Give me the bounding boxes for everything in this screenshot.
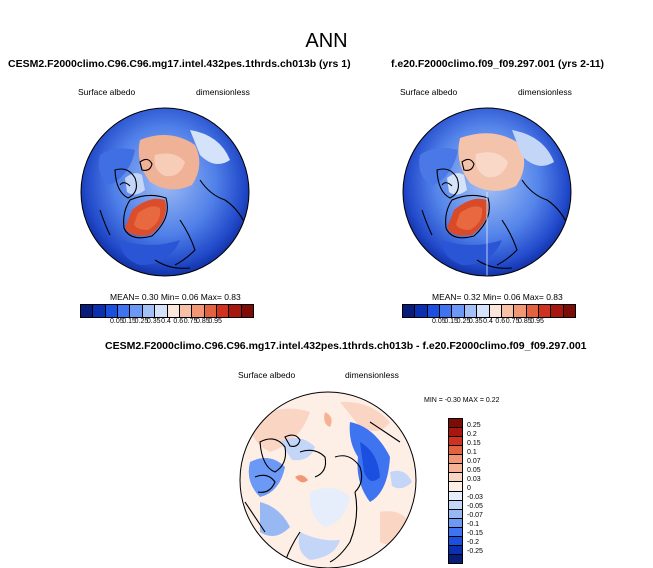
diff-colorbar-swatch [449, 499, 462, 509]
panel1-colorbar-tick-label: 0.15 [122, 318, 136, 325]
panel1-colorbar-swatch [215, 305, 229, 317]
diff-colorbar-swatch [449, 535, 462, 545]
panel1-stats: MEAN= 0.30 Min= 0.06 Max= 0.83 [110, 292, 241, 302]
diff-colorbar-swatch [449, 553, 462, 563]
diff-colorbar-tick-label: -0.03 [467, 494, 483, 501]
panel2-colorbar-swatch [525, 305, 538, 317]
diff-colorbar-swatch [449, 490, 462, 500]
panel1-colorbar-tick-label: 0.85 [196, 318, 210, 325]
panel2-units-label: dimensionless [518, 87, 572, 97]
panel2-colorbar-tick-label: 0.35 [468, 318, 483, 325]
figure-title: ANN [305, 30, 348, 52]
panel2-colorbar-tick-label: 0.25 [456, 318, 471, 325]
panel2-colorbar-swatch [513, 305, 526, 317]
panel1-colorbar-swatch [203, 305, 216, 317]
diff-colorbar-swatch [449, 419, 462, 428]
diff-colorbar-swatch [449, 544, 462, 554]
panel1-colorbar-swatch [228, 305, 241, 317]
panel1-colorbar-labels: 0.05 0.15 0.25 0.35 0.4 0.6 0.75 0.85 0.95 [80, 318, 252, 328]
panel2-colorbar-tick-label: 0.4 [483, 318, 493, 325]
panel2-colorbar-swatch [426, 305, 440, 317]
panel1-colorbar-tick-label: 0.95 [208, 318, 222, 325]
panel2-stats: MEAN= 0.32 Min= 0.06 Max= 0.83 [432, 292, 563, 302]
panel2-colorbar-tick-label: 0.95 [530, 318, 544, 325]
panel1-colorbar-swatch [81, 305, 93, 317]
panel1-colorbar [80, 304, 254, 318]
panel1-colorbar-swatch [117, 305, 130, 317]
panel2-colorbar-swatch [550, 305, 563, 317]
panel2-colorbar-tick-label: 0.15 [444, 318, 458, 325]
panel1-case-title: CESM2.F2000climo.C96.C96.mg17.intel.432p… [8, 58, 351, 70]
panel1-colorbar-swatch [104, 305, 118, 317]
panel2-colorbar-swatch [476, 305, 489, 317]
panel1-colorbar-swatch [154, 305, 167, 317]
diff-colorbar-swatch [449, 508, 462, 518]
panel2-colorbar-swatch [463, 305, 477, 317]
diff-colorbar-tick-label: 0.1 [467, 449, 477, 456]
diff-colorbar-swatch [449, 526, 462, 536]
panel2-colorbar-swatch [500, 305, 514, 317]
diff-colorbar [448, 418, 463, 564]
diff-colorbar-swatch [449, 463, 462, 473]
panel2-field-label: Surface albedo [400, 87, 458, 97]
diff-field-label: Surface albedo [238, 370, 296, 380]
panel1-colorbar-tick-label: 0.35 [146, 318, 161, 325]
panel2-colorbar-tick-label: 0.6 [495, 318, 506, 325]
panel2-colorbar-swatch [439, 305, 452, 317]
panel1-colorbar-swatch [191, 305, 204, 317]
panel1-units-label: dimensionless [196, 87, 250, 97]
panel1-colorbar-tick-label: 0.75 [183, 318, 198, 325]
diff-colorbar-swatch [449, 436, 462, 446]
panel1-colorbar-swatch [92, 305, 105, 317]
panel2-colorbar [402, 304, 576, 318]
diff-colorbar-tick-label: 0.2 [467, 431, 477, 438]
diff-colorbar-tick-label: -0.05 [467, 503, 483, 510]
panel2-colorbar-swatch [562, 305, 576, 317]
panel1-colorbar-swatch [129, 305, 142, 317]
panel1-colorbar-tick-label: 0.25 [134, 318, 149, 325]
diff-colorbar-labels: 0.25 0.2 0.15 0.1 0.07 0.05 0.03 0 -0.03 -0.05 -0.… [467, 418, 507, 562]
panel2-colorbar-swatch [451, 305, 464, 317]
panel1-colorbar-tick-label: 0.4 [161, 318, 171, 325]
diff-colorbar-tick-label: 0.25 [467, 422, 481, 429]
panel1-polar-map [80, 107, 250, 277]
panel2-colorbar-labels: 0.05 0.15 0.25 0.35 0.4 0.6 0.75 0.85 0.95 [402, 318, 574, 328]
diff-case-title: CESM2.F2000climo.C96.C96.mg17.intel.432p… [105, 340, 587, 352]
diff-colorbar-swatch [449, 427, 462, 437]
diff-colorbar-tick-label: 0.05 [467, 467, 481, 474]
diff-colorbar-tick-label: -0.1 [467, 521, 480, 528]
panel2-colorbar-swatch [537, 305, 551, 317]
panel2-colorbar-tick-label: 0.75 [505, 318, 520, 325]
diff-colorbar-tick-label: 0.15 [467, 440, 481, 447]
diff-colorbar-tick-label: -0.15 [467, 530, 483, 537]
diff-units-label: dimensionless [345, 370, 399, 380]
panel2-colorbar-tick-label: 0.05 [432, 318, 446, 325]
panel1-colorbar-tick-label: 0.6 [173, 318, 184, 325]
panel1-colorbar-swatch [166, 305, 179, 317]
diff-polar-map [239, 391, 417, 568]
panel1-colorbar-swatch [240, 305, 254, 317]
panel2-colorbar-tick-label: 0.85 [518, 318, 532, 325]
panel2-colorbar-swatch [488, 305, 501, 317]
diff-colorbar-tick-label: 0 [467, 485, 471, 492]
diff-colorbar-swatch [449, 454, 462, 464]
diff-colorbar-swatch [449, 517, 462, 527]
panel1-colorbar-swatch [178, 305, 192, 317]
panel1-field-label: Surface albedo [78, 87, 136, 97]
diff-colorbar-tick-label: 0.07 [467, 458, 481, 465]
panel2-colorbar-swatch [414, 305, 427, 317]
diff-colorbar-tick-label: 0.03 [467, 476, 481, 483]
diff-colorbar-tick-label: -0.25 [467, 548, 483, 555]
diff-colorbar-tick-label: -0.07 [467, 512, 483, 519]
diff-colorbar-swatch [449, 481, 462, 491]
diff-colorbar-swatch [449, 472, 462, 482]
diff-colorbar-tick-label: -0.2 [467, 539, 480, 546]
diff-colorbar-swatch [449, 445, 462, 455]
panel2-polar-map [402, 107, 572, 277]
panel1-colorbar-swatch [141, 305, 155, 317]
panel2-case-title: f.e20.F2000climo.f09_f09.297.001 (yrs 2-… [391, 58, 605, 70]
panel2-colorbar-swatch [403, 305, 415, 317]
diff-stats: MIN = -0.30 MAX = 0.22 [424, 397, 500, 404]
panel1-colorbar-tick-label: 0.05 [110, 318, 124, 325]
